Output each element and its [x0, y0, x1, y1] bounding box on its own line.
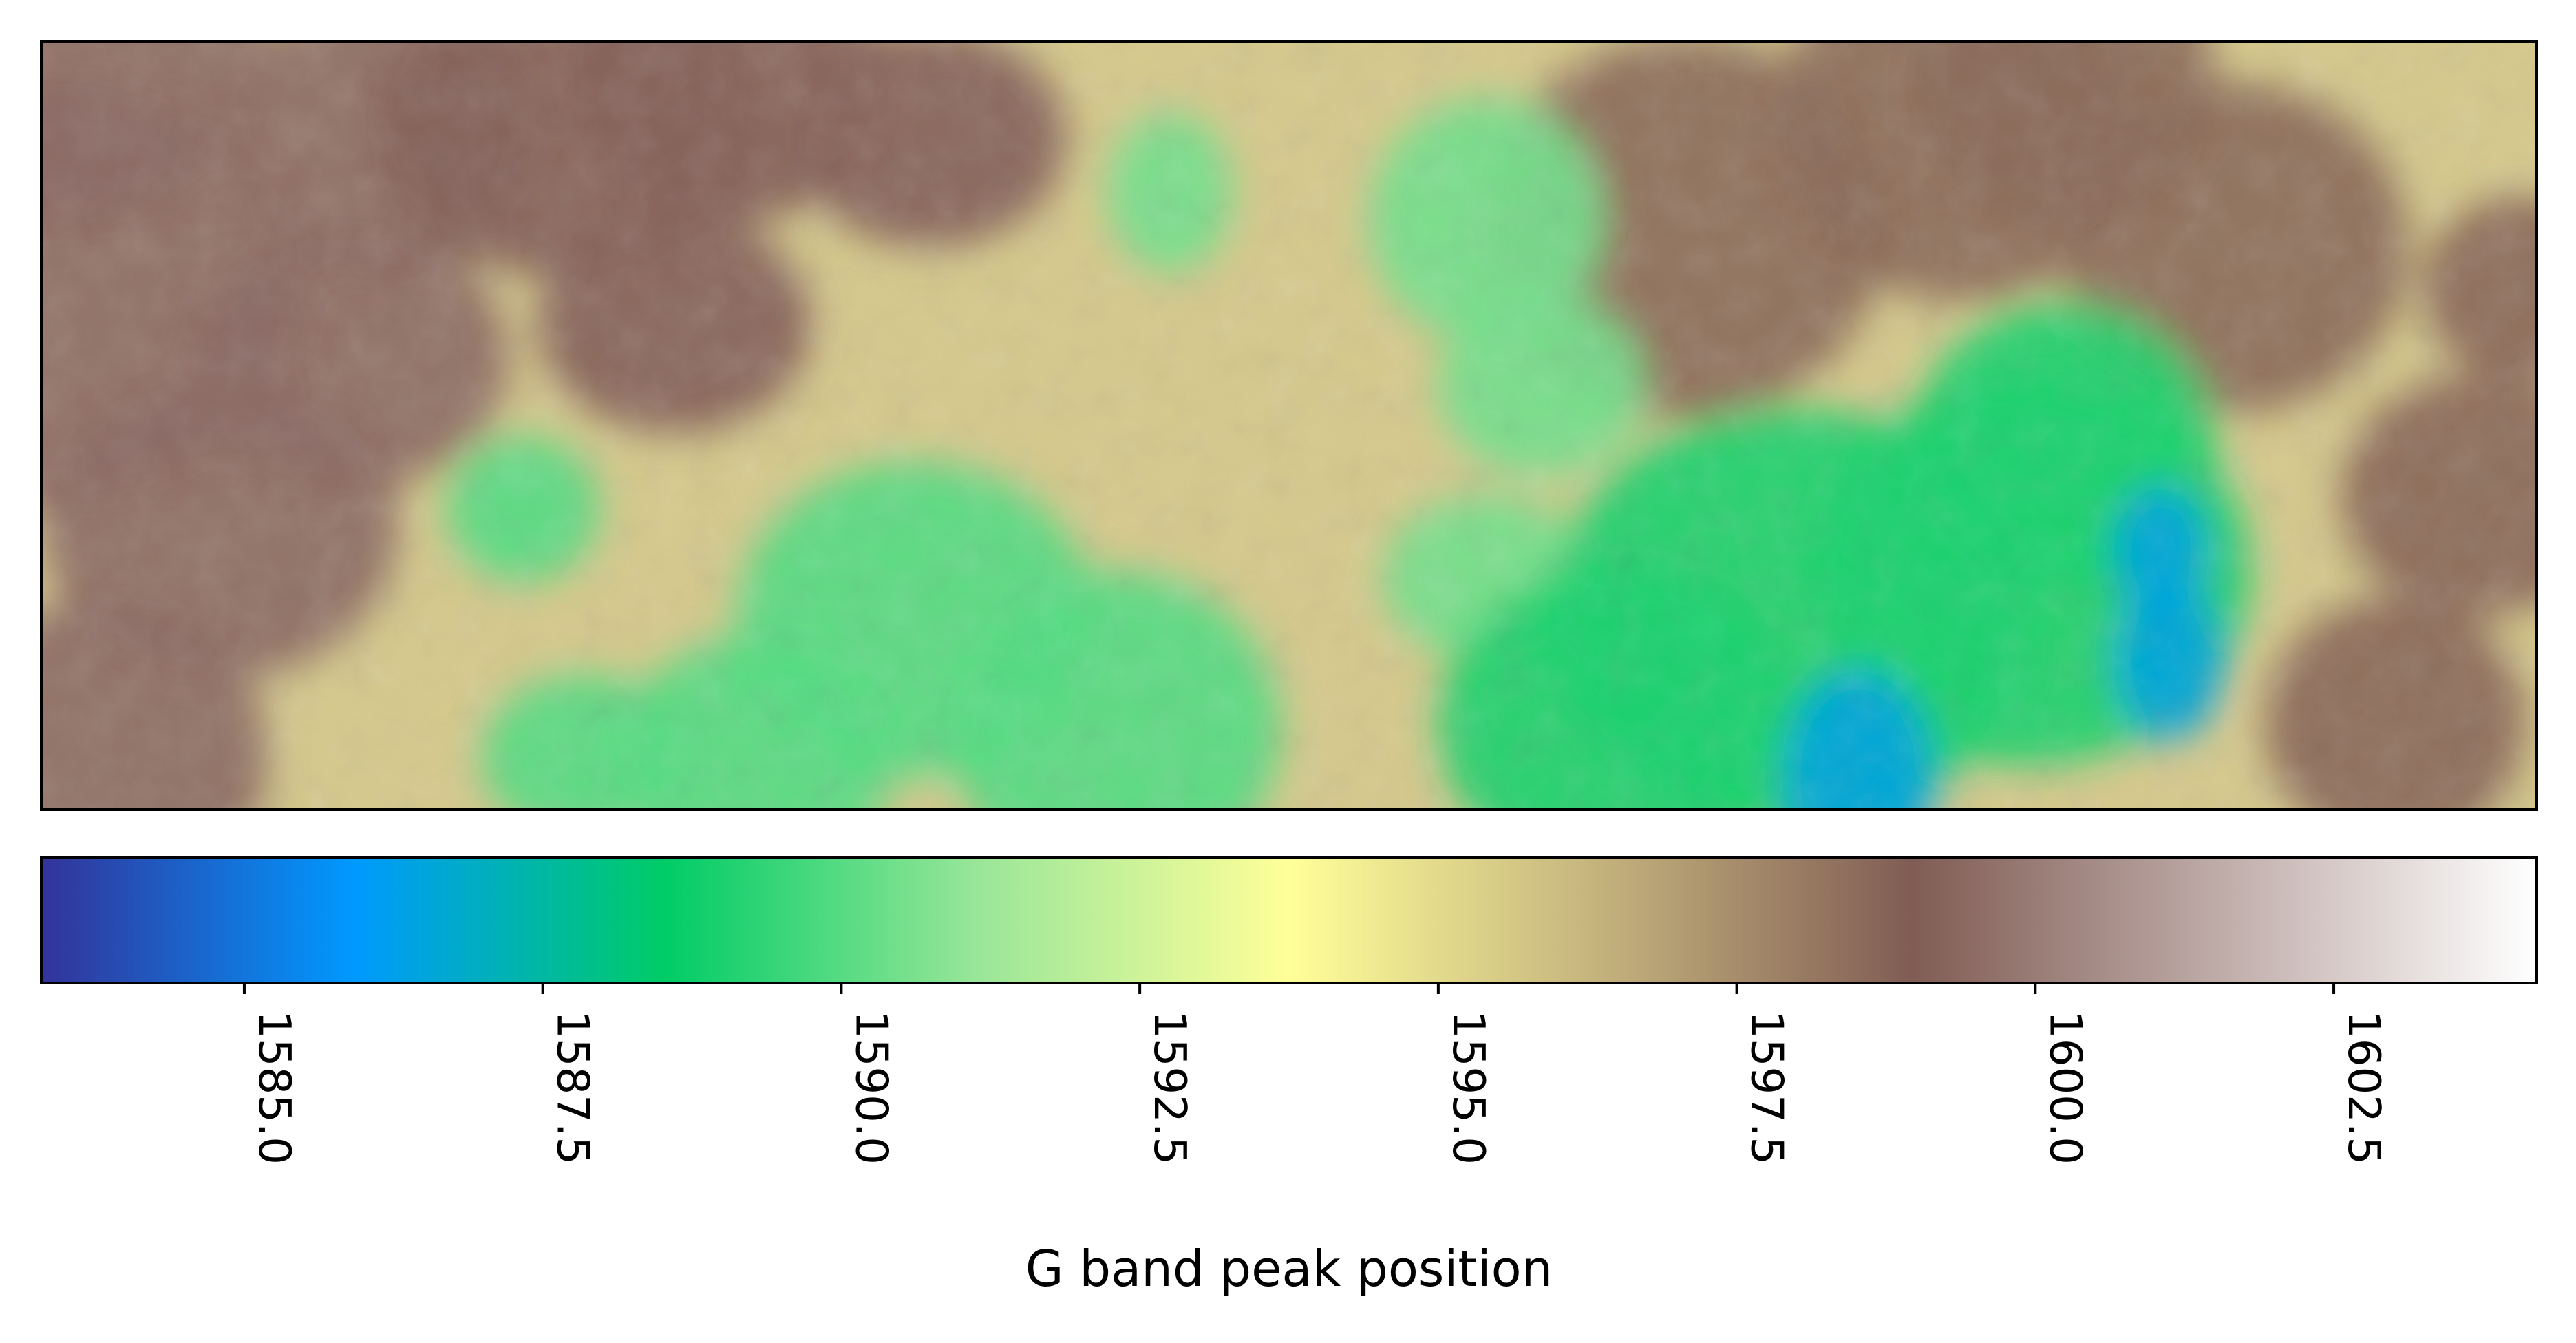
- colorbar: 1585.0 1587.5 1590.0 1592.5 1595.0 1597.5 1600…: [40, 856, 2538, 1298]
- colorbar-label: G band peak position: [1025, 1240, 1553, 1298]
- colorbar-gradient: [41, 858, 2537, 983]
- colorbar-tick-label: 1592.5: [1144, 1011, 1195, 1165]
- heatmap-texture: [41, 41, 2537, 810]
- colorbar-ticks: 1585.0 1587.5 1590.0 1592.5 1595.0 1597.5 1600…: [242, 983, 2389, 1165]
- heatmap-plot: [40, 40, 2538, 811]
- colorbar-tick-label: 1600.0: [2039, 1011, 2090, 1165]
- colorbar-tick-label: 1585.0: [248, 1011, 299, 1165]
- heatmap-frame: [40, 40, 2538, 811]
- colorbar-tick-label: 1602.5: [2338, 1011, 2389, 1165]
- colorbar-tick-label: 1595.0: [1443, 1011, 1493, 1165]
- colorbar-tick-label: 1597.5: [1741, 1011, 1792, 1165]
- colorbar-frame: [40, 856, 2538, 984]
- colorbar-tick-label: 1587.5: [547, 1011, 598, 1165]
- colorbar-tick-label: 1590.0: [845, 1011, 896, 1165]
